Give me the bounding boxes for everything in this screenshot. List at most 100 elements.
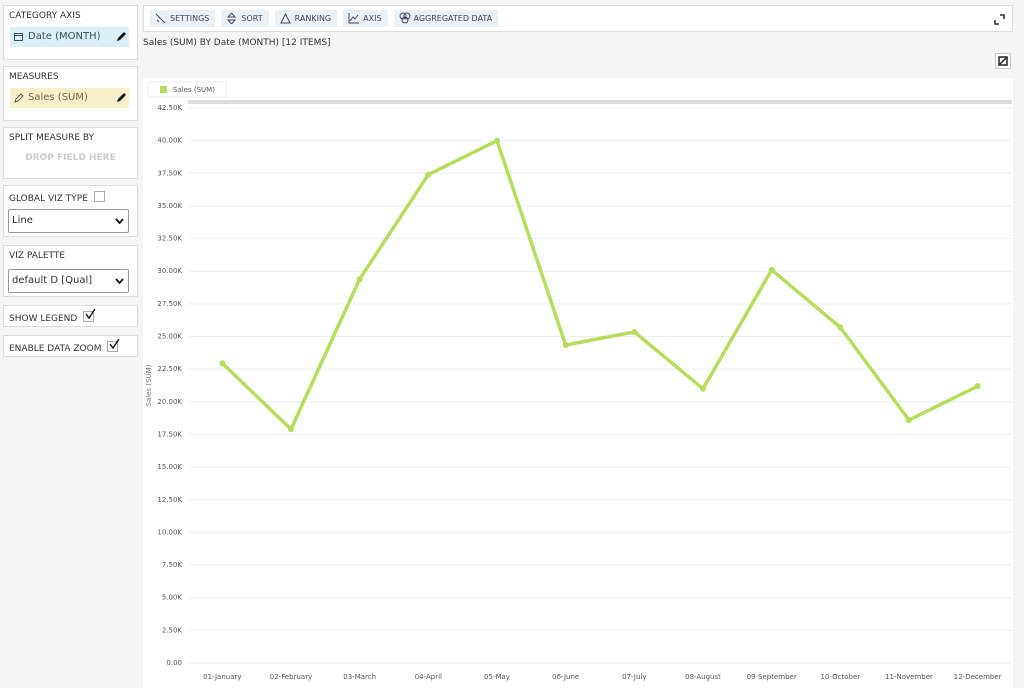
x-tick-label: 05-May — [484, 673, 510, 681]
viz-type-panel: GLOBAL VIZ TYPE Line — [3, 185, 138, 237]
y-tick-label: 12.50K — [157, 496, 182, 504]
y-tick-label: 2.50K — [162, 626, 183, 634]
panel-title: MEASURES — [9, 72, 59, 82]
measures-panel: MEASURES Sales (SUM) — [3, 66, 138, 121]
x-tick-label: 12-December — [954, 673, 1002, 681]
select-value: default D [Qual] — [12, 275, 93, 286]
toolbar-button[interactable]: AGGREGATED DATA — [393, 10, 499, 27]
checkbox[interactable] — [93, 191, 105, 202]
panel-title-text: GLOBAL VIZ TYPE — [9, 194, 88, 204]
checkbox[interactable] — [83, 309, 96, 322]
button-label: SORT — [241, 14, 263, 23]
checkbox[interactable] — [107, 339, 121, 352]
pencil-icon — [14, 93, 24, 103]
icon — [399, 12, 411, 24]
palette-panel: VIZ PALETTE default D [Qual] — [3, 245, 138, 297]
y-tick-label: 0.00 — [166, 659, 182, 667]
toolbar: SETTINGS SORT RANKING AXIS AGGREGATED DATA — [143, 5, 1013, 32]
y-tick-label: 30.00K — [157, 267, 182, 275]
toolbar-button[interactable]: AXIS — [343, 10, 388, 27]
y-tick-label: 40.00K — [157, 137, 182, 145]
panel-title-text: ENABLE DATA ZOOM — [9, 344, 102, 354]
x-tick-label: 02-February — [270, 673, 312, 681]
icon — [227, 13, 237, 24]
legend-label: Sales (SUM) — [173, 86, 215, 94]
y-tick-label: 27.50K — [157, 300, 182, 308]
data-point — [288, 426, 294, 433]
data-point — [906, 417, 912, 424]
y-tick-label: 32.50K — [157, 235, 182, 243]
legend-box — [147, 81, 227, 98]
top-bar — [188, 100, 1012, 104]
data-point — [219, 360, 226, 367]
chart: Sales (SUM) 0.00 2.50K 5.00K 7.50K 10.00K 12.5… — [143, 78, 1013, 688]
category-field[interactable]: Date (MONTH) — [10, 27, 129, 47]
x-tick-label: 08-August — [685, 673, 721, 681]
y-tick-label: 7.50K — [162, 561, 183, 569]
toolbar-button[interactable]: RANKING — [274, 10, 338, 27]
legend-swatch — [160, 86, 167, 93]
y-axis-label: Sales (SUM) — [145, 364, 153, 406]
data-point — [700, 385, 706, 392]
toolbar-button[interactable]: SORT — [221, 10, 269, 27]
drop-zone[interactable]: DROP FIELD HERE — [25, 153, 116, 163]
x-tick-label: 06-June — [552, 673, 579, 681]
legend-panel: SHOW LEGEND — [3, 305, 138, 327]
edit-icon[interactable] — [116, 31, 127, 42]
button-label: RANKING — [294, 14, 332, 23]
x-tick-label: 04-April — [415, 673, 442, 681]
category-axis-panel: CATEGORY AXIS Date (MONTH) — [3, 5, 138, 60]
x-tick-label: 01-January — [203, 673, 241, 681]
panel-title: CATEGORY AXIS — [9, 11, 81, 21]
data-point — [974, 383, 981, 390]
data-point — [494, 137, 500, 144]
series-line — [221, 138, 979, 431]
x-tick-label: 11-November — [885, 673, 933, 681]
calendar-icon — [14, 33, 23, 41]
y-tick-label: 10.00K — [157, 528, 182, 536]
y-tick-label: 5.00K — [162, 594, 183, 602]
y-tick-label: 15.00K — [157, 463, 182, 471]
export-button[interactable] — [995, 53, 1011, 69]
select-value: Line — [12, 215, 33, 226]
y-tick-label: 42.50K — [157, 104, 182, 112]
field-label: Sales (SUM) — [28, 92, 88, 103]
edit-icon[interactable] — [116, 92, 127, 103]
measure-field[interactable]: Sales (SUM) — [10, 88, 129, 108]
button-label: SETTINGS — [170, 14, 210, 23]
expand-icon[interactable] — [994, 14, 1005, 25]
y-tick-label: 22.50K — [157, 365, 182, 373]
viz-type-select[interactable]: Line — [8, 209, 129, 233]
data-point — [631, 328, 638, 335]
panel-title: SHOW LEGEND — [4, 306, 137, 327]
data-point — [562, 342, 569, 349]
button-label: AXIS — [363, 14, 382, 23]
chart-title: Sales (SUM) BY Date (MONTH) [12 ITEMS] — [143, 38, 331, 48]
data-point — [356, 276, 363, 283]
panel-title-text: SHOW LEGEND — [9, 314, 78, 324]
toolbar-button[interactable]: SETTINGS — [150, 10, 216, 27]
data-point — [768, 266, 775, 273]
x-tick-label: 07-July — [622, 673, 646, 681]
panel-title: VIZ PALETTE — [9, 251, 66, 261]
panel-title: ENABLE DATA ZOOM — [4, 336, 137, 357]
x-tick-label: 03-March — [343, 673, 376, 681]
y-tick-label: 37.50K — [157, 169, 182, 177]
chevron — [115, 218, 124, 224]
y-tick-label: 17.50K — [157, 430, 182, 438]
y-tick-label: 35.00K — [157, 202, 182, 210]
panel-title: GLOBAL VIZ TYPE — [4, 186, 137, 207]
zoom-panel: ENABLE DATA ZOOM — [3, 335, 138, 357]
palette-select[interactable]: default D [Qual] — [8, 269, 129, 293]
data-point — [425, 171, 432, 178]
chevron — [115, 278, 124, 284]
icon — [155, 13, 166, 24]
field-label: Date (MONTH) — [28, 31, 101, 42]
split-panel: SPLIT MEASURE BY DROP FIELD HERE — [3, 127, 138, 179]
icon — [348, 13, 360, 24]
y-tick-label: 25.00K — [157, 333, 182, 341]
x-tick-label: 10-October — [821, 673, 861, 681]
check-mark — [109, 339, 121, 350]
y-tick-label: 20.00K — [157, 398, 182, 406]
